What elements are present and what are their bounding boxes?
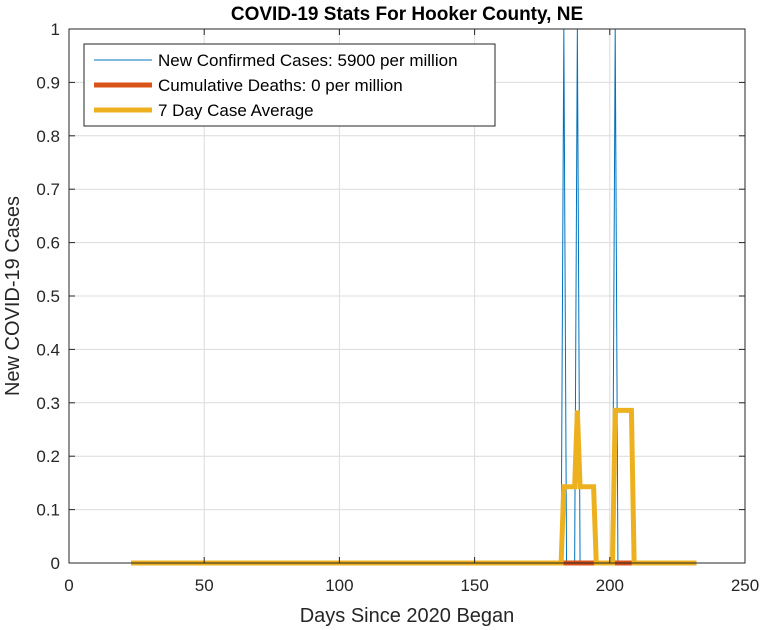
chart-title: COVID-19 Stats For Hooker County, NE — [231, 4, 583, 25]
y-tick-label: 0.5 — [36, 287, 60, 306]
y-tick-label: 1 — [51, 20, 60, 39]
x-tick-label: 250 — [731, 576, 759, 595]
x-tick-label: 50 — [195, 576, 214, 595]
y-tick-label: 0.2 — [36, 447, 60, 466]
y-axis-label: New COVID-19 Cases — [2, 196, 24, 396]
axis-ticks: 0 50 100 150 200 250 0 0.1 0.2 0.3 0.4 0.5 0.6 0.7 0.8… — [36, 20, 759, 595]
x-tick-label: 200 — [596, 576, 624, 595]
y-tick-label: 0 — [51, 554, 60, 573]
y-tick-label: 0.6 — [36, 234, 60, 253]
y-tick-label: 0.3 — [36, 394, 60, 413]
legend-box — [83, 43, 496, 127]
series-line-3 — [131, 407, 697, 566]
legend-label-3: 7 Day Case Average — [158, 101, 314, 120]
x-axis-label: Days Since 2020 Began — [300, 605, 515, 627]
y-tick-label: 0.8 — [36, 127, 60, 146]
legend-label-1: New Confirmed Cases: 5900 per million — [158, 51, 458, 70]
x-tick-label: 100 — [325, 576, 353, 595]
legend: New Confirmed Cases: 5900 per million Cum… — [83, 43, 496, 127]
x-tick-label: 150 — [460, 576, 488, 595]
legend-label-2: Cumulative Deaths: 0 per million — [158, 76, 403, 95]
y-tick-label: 0.4 — [36, 340, 60, 359]
y-tick-label: 0.1 — [36, 501, 60, 520]
y-tick-label: 0.9 — [36, 73, 60, 92]
x-tick-label: 0 — [64, 576, 73, 595]
y-tick-label: 0.7 — [36, 180, 60, 199]
